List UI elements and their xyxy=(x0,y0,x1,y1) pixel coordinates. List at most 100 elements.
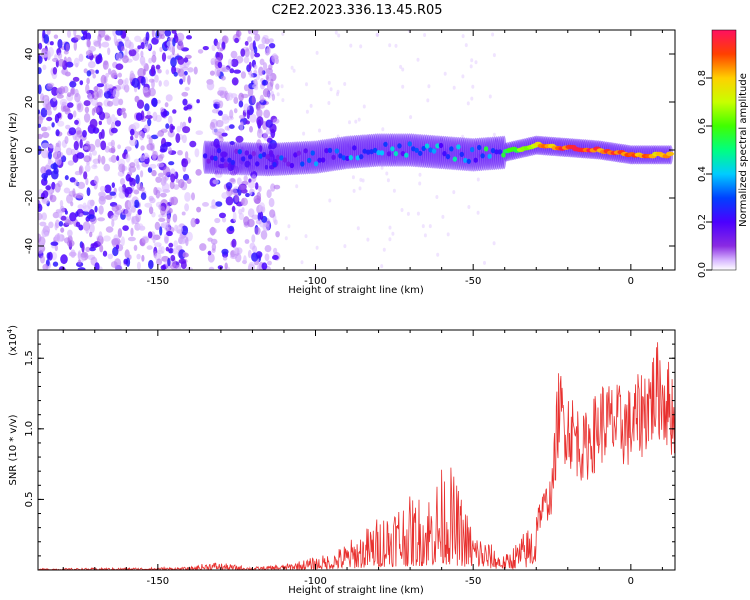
noise-blob xyxy=(87,143,96,152)
noise-blob xyxy=(128,41,134,51)
noise-blob xyxy=(228,124,235,129)
noise-blob xyxy=(46,116,53,122)
signal-blob xyxy=(216,148,222,154)
noise-blob xyxy=(426,98,430,103)
snr-x-ticks: -150 -100 -50 0 xyxy=(62,330,663,587)
noise-blob xyxy=(244,48,250,58)
noise-blob xyxy=(217,265,224,270)
noise-blob xyxy=(388,237,392,242)
noise-blob xyxy=(168,248,174,254)
noise-blob xyxy=(94,205,98,213)
noise-blob xyxy=(57,151,64,158)
noise-blob xyxy=(477,153,481,158)
signal-halo xyxy=(331,137,337,172)
noise-blob xyxy=(290,65,294,70)
noise-blob xyxy=(443,71,447,76)
noise-blob xyxy=(492,241,496,246)
noise-blob xyxy=(227,58,233,67)
noise-blob xyxy=(233,96,239,104)
noise-blob xyxy=(130,128,135,136)
signal-halo xyxy=(450,136,456,171)
noise-blob xyxy=(117,228,123,238)
noise-blob xyxy=(73,57,80,67)
noise-blob xyxy=(170,196,179,206)
noise-blob xyxy=(67,235,73,243)
signal-halo xyxy=(401,133,407,167)
noise-blob xyxy=(52,261,59,267)
noise-blob xyxy=(104,194,113,200)
signal-blob xyxy=(369,149,374,155)
noise-blob xyxy=(461,34,465,39)
noise-blob xyxy=(160,192,167,198)
noise-blob xyxy=(221,132,228,137)
noise-blob xyxy=(74,34,82,41)
noise-blob xyxy=(207,253,215,263)
signal-blob xyxy=(424,143,430,149)
noise-blob xyxy=(273,184,281,190)
signal-blob xyxy=(303,148,308,154)
noise-blob xyxy=(187,67,194,73)
signal-halo xyxy=(293,141,299,175)
noise-blob xyxy=(182,252,189,258)
noise-blob xyxy=(47,46,54,57)
signal-halo xyxy=(308,140,314,175)
noise-blob xyxy=(142,86,149,93)
noise-blob xyxy=(164,226,170,231)
noise-blob xyxy=(103,163,111,172)
noise-blob xyxy=(40,126,48,132)
noise-blob xyxy=(476,210,480,215)
noise-blob xyxy=(151,97,158,108)
noise-blob xyxy=(233,165,240,174)
noise-blob xyxy=(42,64,47,71)
noise-blob xyxy=(82,30,88,40)
signal-blob xyxy=(459,151,464,157)
spectrogram-noise xyxy=(38,30,498,270)
noise-blob xyxy=(70,148,76,156)
noise-blob xyxy=(148,206,154,215)
signal-blob xyxy=(404,152,409,158)
signal-halo xyxy=(469,137,475,172)
noise-blob xyxy=(466,101,470,106)
noise-blob xyxy=(141,60,146,67)
noise-blob xyxy=(255,219,262,225)
signal-halo xyxy=(416,133,422,168)
noise-blob xyxy=(269,209,276,218)
noise-blob xyxy=(149,163,157,169)
noise-blob xyxy=(239,122,244,132)
noise-blob xyxy=(184,203,190,212)
noise-blob xyxy=(393,159,397,164)
noise-blob xyxy=(118,163,126,173)
noise-blob xyxy=(483,260,486,265)
signal-halo xyxy=(348,135,354,169)
colorbar-label: Normalized spectral amplitude xyxy=(738,73,749,227)
noise-blob xyxy=(418,181,422,186)
noise-blob xyxy=(232,51,237,58)
y-tick-label: 0.5 xyxy=(24,491,35,507)
noise-blob xyxy=(155,189,161,199)
noise-blob xyxy=(231,188,238,195)
noise-blob xyxy=(241,198,245,205)
signal-halo xyxy=(253,142,259,176)
signal-halo xyxy=(272,142,278,176)
noise-blob xyxy=(177,56,185,65)
noise-blob xyxy=(116,155,120,161)
noise-blob xyxy=(446,232,450,237)
signal-blob xyxy=(390,146,395,152)
noise-blob xyxy=(268,197,275,208)
noise-blob xyxy=(247,181,256,189)
signal-blob xyxy=(449,146,454,152)
noise-blob xyxy=(208,266,215,270)
noise-blob xyxy=(60,254,68,265)
noise-blob xyxy=(92,90,99,100)
noise-blob xyxy=(400,208,404,212)
noise-blob xyxy=(104,83,108,93)
noise-blob xyxy=(85,246,91,253)
noise-blob xyxy=(106,100,114,107)
noise-blob xyxy=(266,82,274,92)
noise-blob xyxy=(401,84,405,89)
noise-blob xyxy=(48,221,54,229)
noise-blob xyxy=(197,49,204,54)
noise-blob xyxy=(82,205,91,213)
noise-blob xyxy=(181,91,189,97)
noise-blob xyxy=(38,67,42,75)
